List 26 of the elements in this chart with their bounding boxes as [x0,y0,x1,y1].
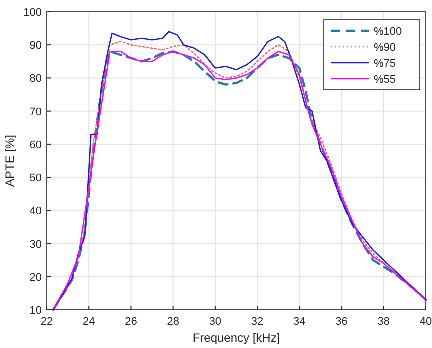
x-tick-label: 36 [336,316,348,328]
x-axis-title: Frequency [kHz] [192,331,280,345]
legend-label: %75 [374,58,396,70]
x-tick-label: 22 [40,316,54,328]
legend-label: %100 [374,26,402,38]
y-tick-label: 40 [30,206,42,218]
x-tick-label: 32 [251,316,264,328]
x-tick-label: 38 [378,316,390,328]
y-tick-label: 80 [30,73,42,86]
y-tick-label: 10 [30,305,42,317]
y-tick-label: 90 [30,40,42,52]
y-tick-label: 60 [30,139,42,152]
legend-label: %90 [374,42,396,54]
y-tick-label: 50 [30,172,42,185]
y-tick-label: 70 [30,106,42,118]
x-tick-label: 30 [209,316,222,328]
y-tick-label: 100 [24,7,42,19]
y-tick-label: 30 [30,238,42,251]
x-tick-label: 34 [294,316,306,328]
y-tick-label: 20 [30,272,42,284]
x-tick-label: 26 [125,316,138,328]
legend-label: %55 [374,74,396,86]
x-tick-label: 28 [167,316,180,328]
x-tick-label: 40 [420,316,432,328]
x-tick-label: 24 [82,316,96,328]
y-axis-title: APTE [%] [3,134,17,188]
